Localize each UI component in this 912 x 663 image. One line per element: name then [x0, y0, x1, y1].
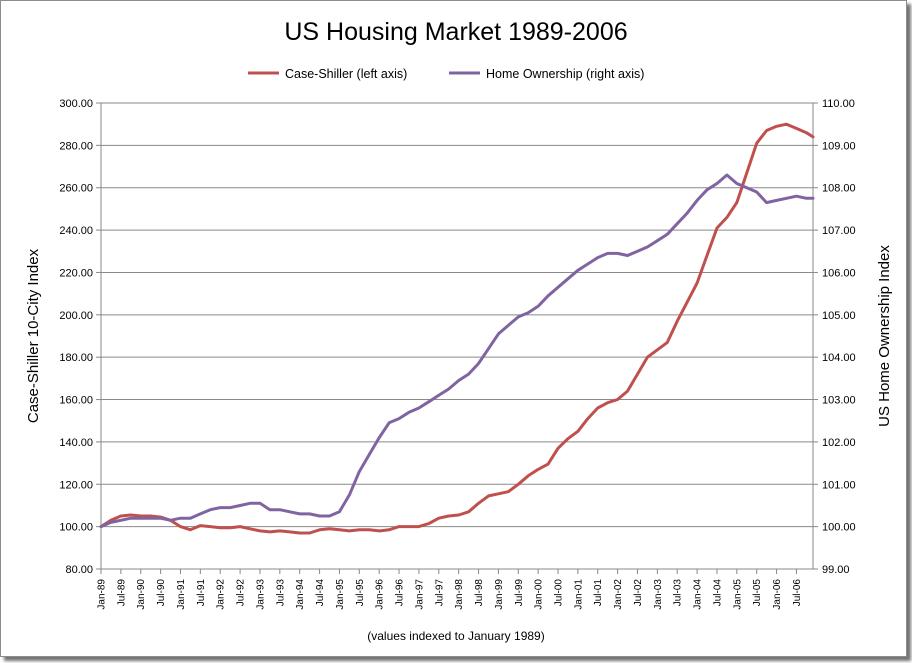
x-tick-label: Jul-95	[355, 579, 366, 607]
x-tick-label: Jul-06	[792, 579, 803, 607]
y-tick-label: 120.00	[59, 479, 93, 491]
x-tick-label: Jul-01	[593, 579, 604, 607]
series-lines	[99, 122, 815, 535]
y2-tick-label: 106.00	[822, 267, 856, 279]
x-tick-label: Jul-99	[514, 579, 525, 607]
x-tick-label: Jan-91	[176, 579, 187, 610]
y2-tick-label: 99.00	[822, 564, 850, 576]
x-tick-label: Jul-94	[315, 579, 326, 607]
x-tick-label: Jul-97	[434, 579, 445, 607]
x-tick-label: Jan-04	[693, 579, 704, 610]
y-tick-label: 240.00	[59, 225, 93, 237]
y2-tick-label: 110.00	[822, 98, 855, 110]
x-tick-label: Jan-02	[613, 579, 624, 610]
y2-tick-label: 109.00	[822, 140, 856, 152]
y-tick-label: 100.00	[59, 522, 93, 534]
x-tick-label: Jul-92	[236, 579, 247, 607]
plot-area-border	[100, 102, 814, 570]
legend: Case-Shiller (left axis) Home Ownership …	[248, 67, 644, 81]
y-tick-label: 140.00	[59, 437, 93, 449]
x-tick-label: Jan-00	[534, 579, 545, 610]
x-tick-label: Jan-97	[414, 579, 425, 610]
x-tick-label: Jan-94	[295, 579, 306, 610]
legend-label-home-ownership: Home Ownership (right axis)	[486, 67, 644, 81]
y2-tick-label: 107.00	[822, 225, 856, 237]
x-tick-label: Jan-93	[255, 579, 266, 610]
x-tick-label: Jul-05	[752, 579, 763, 607]
x-tick-label: Jul-04	[712, 579, 723, 607]
y2-tick-label: 104.00	[822, 352, 856, 364]
y-tick-label: 220.00	[59, 267, 93, 279]
x-tick-label: Jul-93	[275, 579, 286, 607]
x-tick-label: Jul-90	[156, 579, 167, 607]
x-tick-label: Jul-98	[474, 579, 485, 607]
right-axis-ticks: 99.00 100.00 101.00 102.00 103.00 104.00 105.0…	[813, 98, 856, 576]
x-tick-label: Jan-92	[216, 579, 227, 610]
x-tick-label: Jul-03	[673, 579, 684, 607]
x-tick-label: Jan-95	[335, 579, 346, 610]
y-tick-label: 80.00	[65, 564, 93, 576]
left-axis-title: Case-Shiller 10-City Index	[25, 248, 42, 423]
x-tick-label: Jul-96	[395, 579, 406, 607]
right-axis-title: US Home Ownership Index	[876, 245, 893, 427]
series-line-case-shiller	[99, 122, 815, 535]
y-tick-label: 160.00	[59, 395, 93, 407]
gridlines	[101, 144, 813, 528]
footnote: (values indexed to January 1989)	[367, 629, 544, 643]
chart-title: US Housing Market 1989-2006	[284, 18, 627, 46]
x-axis-ticks: Jan-89 Jul-89 Jan-90 Jul-90 Jan-91 Jul-91 Jan-…	[97, 569, 803, 610]
x-tick-label: Jul-02	[633, 579, 644, 607]
x-tick-label: Jan-99	[494, 579, 505, 610]
y-tick-label: 260.00	[59, 183, 93, 195]
x-tick-label: Jan-89	[97, 579, 108, 610]
y2-tick-label: 102.00	[822, 437, 856, 449]
x-tick-label: Jan-03	[653, 579, 664, 610]
x-tick-label: Jan-90	[136, 579, 147, 610]
x-tick-label: Jan-05	[732, 579, 743, 610]
y2-tick-label: 108.00	[822, 183, 856, 195]
x-tick-label: Jul-89	[116, 579, 127, 607]
x-tick-label: Jul-91	[196, 579, 207, 607]
x-tick-label: Jan-01	[573, 579, 584, 610]
y2-tick-label: 101.00	[822, 479, 856, 491]
y2-tick-label: 100.00	[822, 522, 856, 534]
x-tick-label: Jan-96	[375, 579, 386, 610]
y-tick-label: 180.00	[59, 352, 93, 364]
y-tick-label: 200.00	[59, 310, 93, 322]
x-tick-label: Jan-06	[772, 579, 783, 610]
y-tick-label: 280.00	[59, 140, 93, 152]
x-tick-label: Jul-00	[554, 579, 565, 607]
left-axis-ticks: 80.00 100.00 120.00 140.00 160.00 180.00 200.0…	[59, 98, 101, 576]
x-tick-label: Jan-98	[454, 579, 465, 610]
y-tick-label: 300.00	[59, 98, 93, 110]
y2-tick-label: 103.00	[822, 395, 856, 407]
y2-tick-label: 105.00	[822, 310, 856, 322]
legend-label-case-shiller: Case-Shiller (left axis)	[285, 67, 407, 81]
series-line-home-ownership	[99, 173, 815, 529]
